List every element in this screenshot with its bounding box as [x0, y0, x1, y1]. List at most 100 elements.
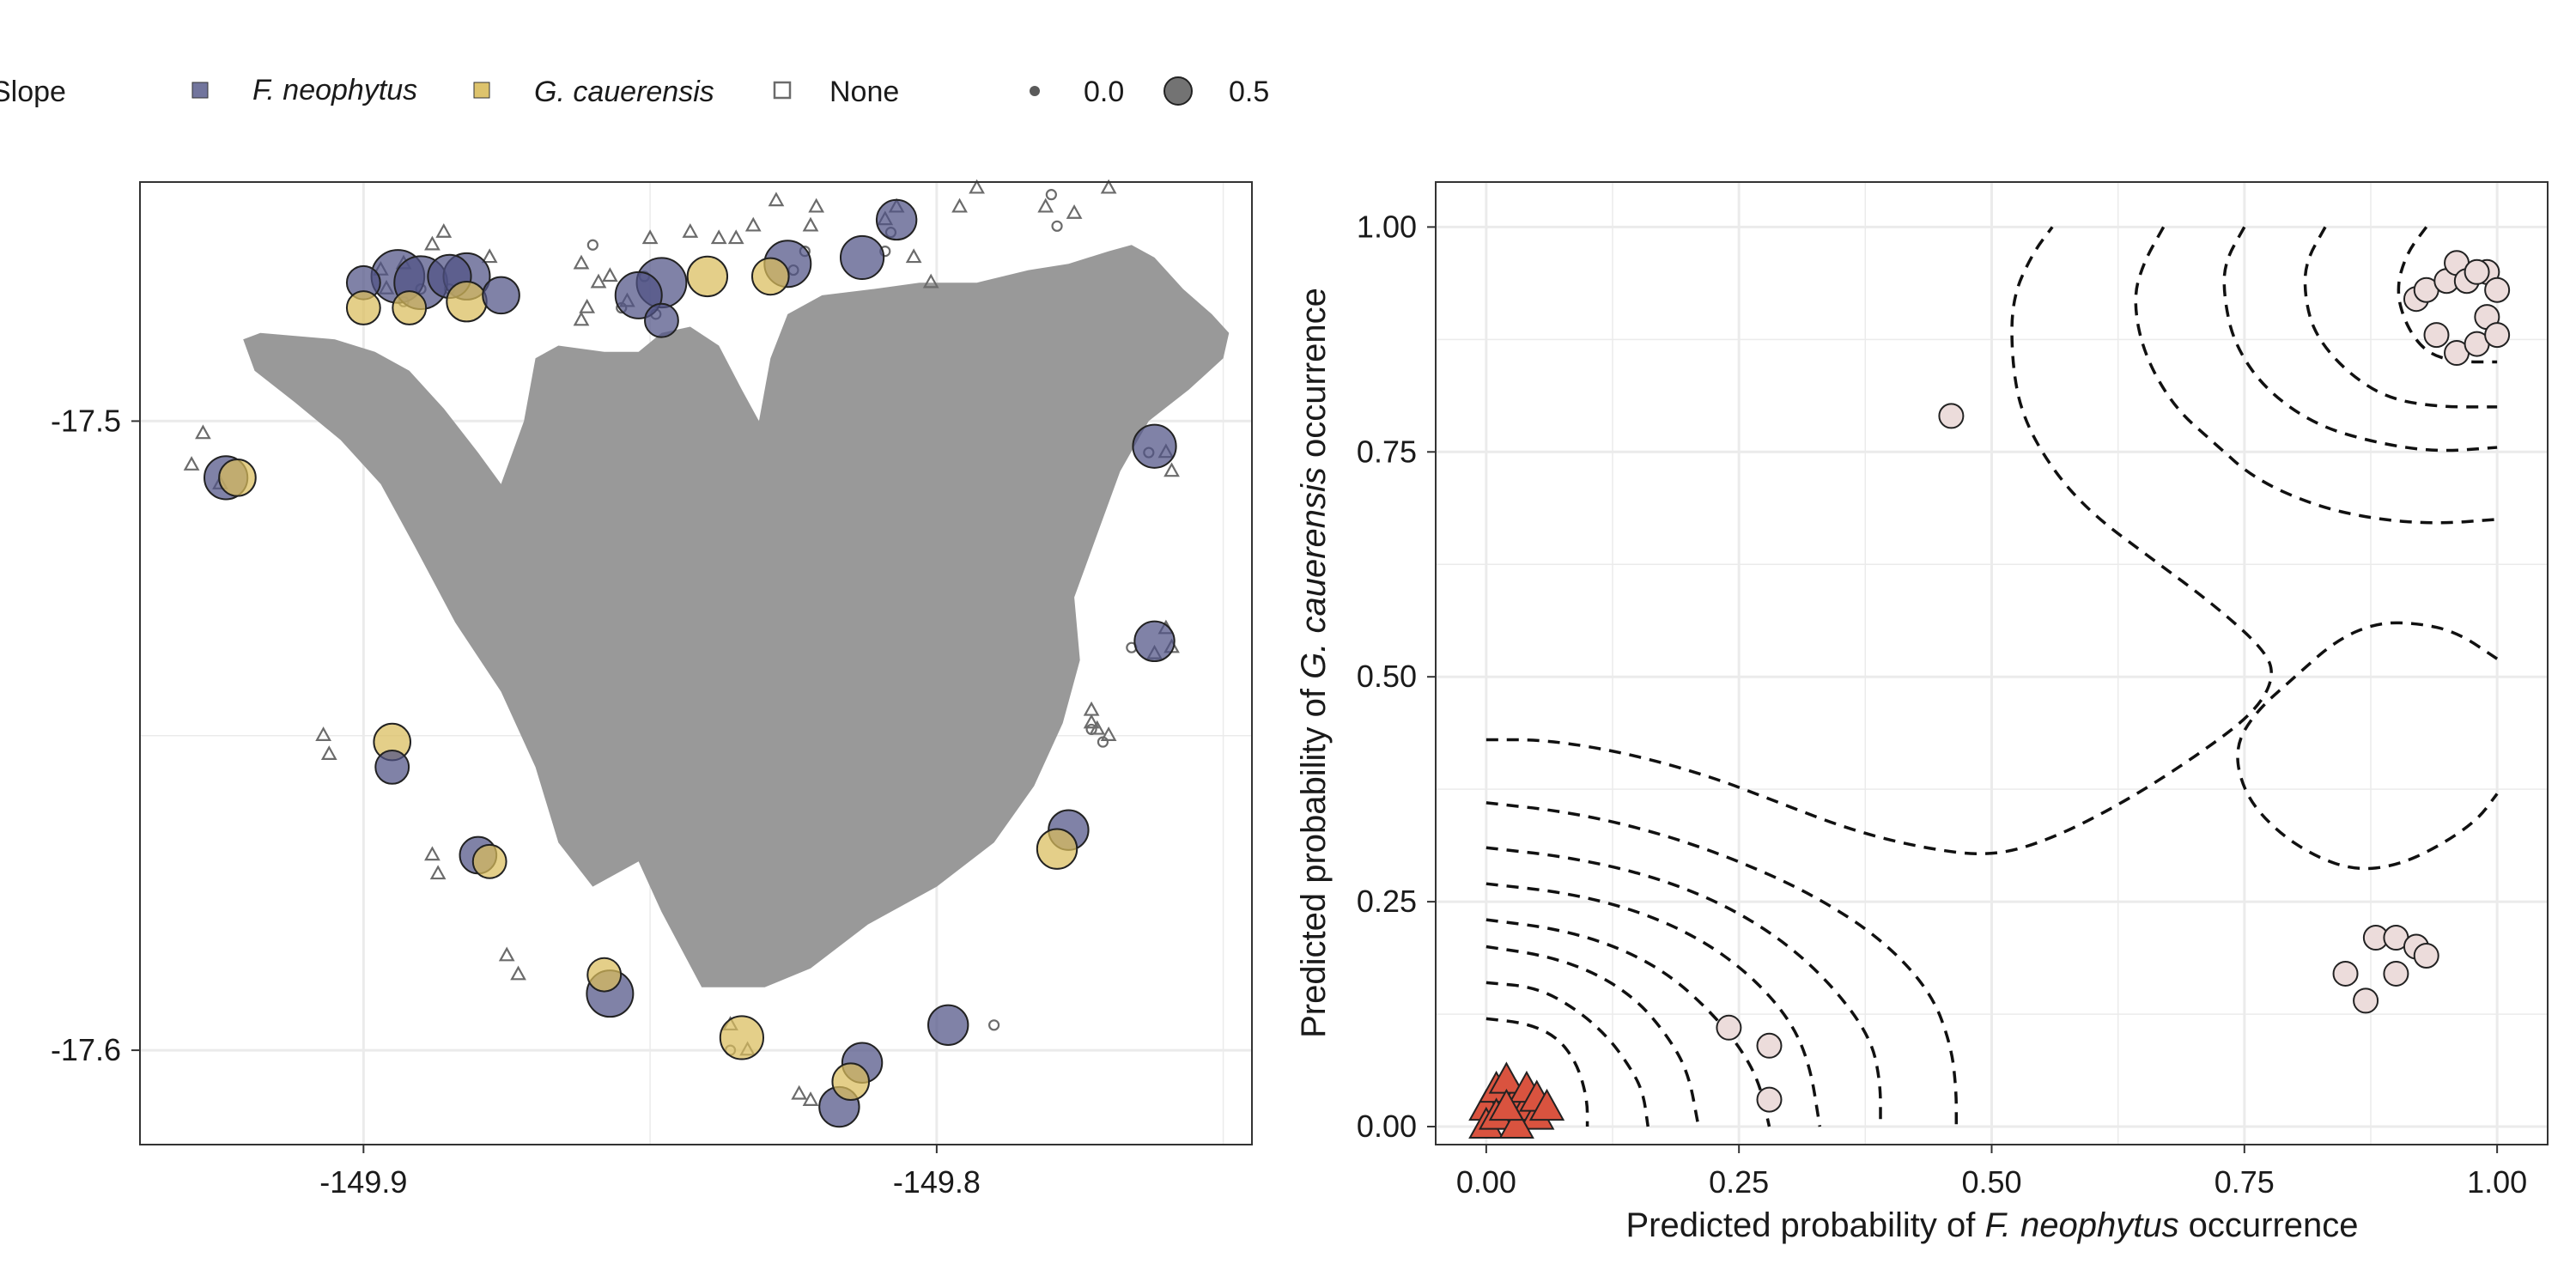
map-x-tick-label: -149.9 [319, 1164, 407, 1200]
prob-gridlines [1436, 182, 2548, 1145]
prob-point-circle [2383, 960, 2409, 987]
prob-tick-labels: 0.00 0.25 0.50 0.75 1.00 0.00 0.25 0.50 0.75 1.00 [1357, 209, 2527, 1200]
map-point-none-triangle [573, 311, 590, 326]
map-point-fneo [482, 276, 520, 315]
prob-y-tick-label: 0.75 [1357, 434, 1417, 469]
prob-point-circle [2332, 960, 2359, 987]
prob-point-circle [2413, 942, 2439, 969]
prob-point-triangle [1488, 1088, 1525, 1121]
map-point-fneo [644, 302, 679, 338]
legend-label-gcau: G. cauerensis [534, 76, 714, 108]
map-point-none-triangle [429, 865, 447, 880]
map-point-none-triangle [768, 191, 785, 207]
map-x-tick-label: -149.8 [893, 1164, 981, 1200]
map-point-gcau [345, 290, 381, 325]
map-point-none-triangle [802, 1091, 819, 1106]
map-point-fneo [927, 1004, 969, 1046]
map-point-none-triangle [435, 222, 453, 238]
map-point-none-circle [988, 1019, 1000, 1031]
density-contour-line [2303, 226, 2498, 409]
density-contours [1485, 226, 2499, 1127]
legend-title: Slope [0, 76, 66, 108]
island-landmass [243, 245, 1230, 987]
prob-y-tick-label: 0.00 [1357, 1109, 1417, 1144]
map-points [183, 179, 1180, 1128]
map-point-none-triangle [590, 273, 607, 289]
prob-point-circle [1938, 403, 1965, 429]
prob-point-circle [2484, 322, 2511, 349]
density-contour-line [1485, 846, 1882, 1127]
map-point-fneo [1132, 423, 1177, 469]
map-point-none-triangle [579, 298, 596, 313]
map-point-none-circle [1045, 189, 1057, 201]
map-point-none-triangle [710, 229, 727, 245]
map-point-none-triangle [744, 216, 762, 232]
map-point-none-triangle [320, 745, 337, 760]
map-point-none-triangle [641, 229, 659, 245]
prob-point-circle [1756, 1032, 1783, 1059]
map-point-gcau [446, 281, 488, 323]
prob-points [1468, 250, 2511, 1139]
map-point-none-circle [1097, 736, 1109, 748]
density-contour-line [1485, 918, 1771, 1127]
map-point-none-triangle [682, 222, 699, 238]
map-point-none-triangle [1100, 726, 1117, 741]
legend-label-none: None [829, 76, 899, 108]
map-point-gcau [1036, 828, 1078, 870]
prob-x-tick-label: 0.75 [2215, 1164, 2275, 1200]
prob-x-tick-label: 0.25 [1709, 1164, 1769, 1200]
prob-point-circle [2423, 322, 2450, 349]
map-panel: -149.9 -149.8 -17.5 -17.6 [51, 179, 1253, 1200]
map-point-none-triangle [922, 273, 939, 289]
map-point-none-triangle [951, 197, 968, 213]
map-point-gcau [586, 957, 623, 993]
map-point-none-triangle [1037, 197, 1054, 213]
prob-y-tick-label: 1.00 [1357, 209, 1417, 244]
probability-panel: 0.00 0.25 0.50 0.75 1.00 0.00 0.25 0.50 0.75 1.00… [1295, 181, 2549, 1244]
prob-x-tick-label: 0.00 [1456, 1164, 1516, 1200]
map-point-none-triangle [602, 267, 618, 283]
map-point-none-triangle [727, 229, 744, 245]
density-contour-line [1485, 945, 1700, 1127]
map-point-none-triangle [791, 1084, 808, 1100]
density-contour-line [2397, 226, 2498, 364]
map-point-fneo [374, 749, 410, 785]
map-point-none-triangle [808, 197, 825, 213]
prob-point-circle [1756, 1086, 1783, 1113]
map-point-none-triangle [183, 456, 200, 471]
legend-label-fneo: F. neophytus [252, 74, 417, 106]
map-point-none-triangle [481, 248, 498, 264]
map-y-tick-label: -17.5 [51, 403, 121, 438]
map-point-none-triangle [969, 179, 985, 194]
map-point-none-triangle [315, 726, 331, 741]
legend-size-small [1030, 86, 1040, 96]
map-point-none-circle [1085, 723, 1097, 736]
prob-x-tick-label: 0.50 [1961, 1164, 2021, 1200]
prob-y-tick-label: 0.25 [1357, 884, 1417, 919]
x-axis-title: Predicted probability of F. neophytus oc… [1625, 1206, 2358, 1244]
map-point-none-triangle [1100, 179, 1117, 194]
map-point-none-triangle [498, 946, 515, 962]
map-point-fneo [839, 234, 885, 281]
legend-size-large [1163, 76, 1193, 106]
map-point-none-triangle [510, 965, 526, 981]
prob-point-triangle [1498, 1106, 1534, 1139]
legend-key-gcau [473, 82, 490, 99]
prob-point-triangle [1528, 1088, 1565, 1121]
map-point-none-triangle [802, 216, 819, 232]
map-panel-border [139, 181, 1253, 1145]
map-point-none-triangle [424, 235, 440, 251]
y-axis-title: Predicted probability of G. cauerensis o… [1295, 288, 1333, 1038]
map-point-gcau [719, 1015, 765, 1060]
map-point-none-circle [1051, 220, 1063, 232]
map-point-none-triangle [905, 248, 922, 264]
map-point-none-triangle [1163, 462, 1180, 477]
density-contour-line [2236, 621, 2499, 871]
map-point-gcau [218, 459, 257, 497]
map-y-tick-label: -17.6 [51, 1032, 121, 1067]
map-tick-labels: -149.9 -149.8 -17.5 -17.6 [51, 403, 981, 1200]
prob-point-circle [1716, 1014, 1742, 1041]
legend: Slope F. neophytus G. cauerensis None 0.… [0, 74, 1269, 108]
density-contour-line [1485, 981, 1649, 1127]
